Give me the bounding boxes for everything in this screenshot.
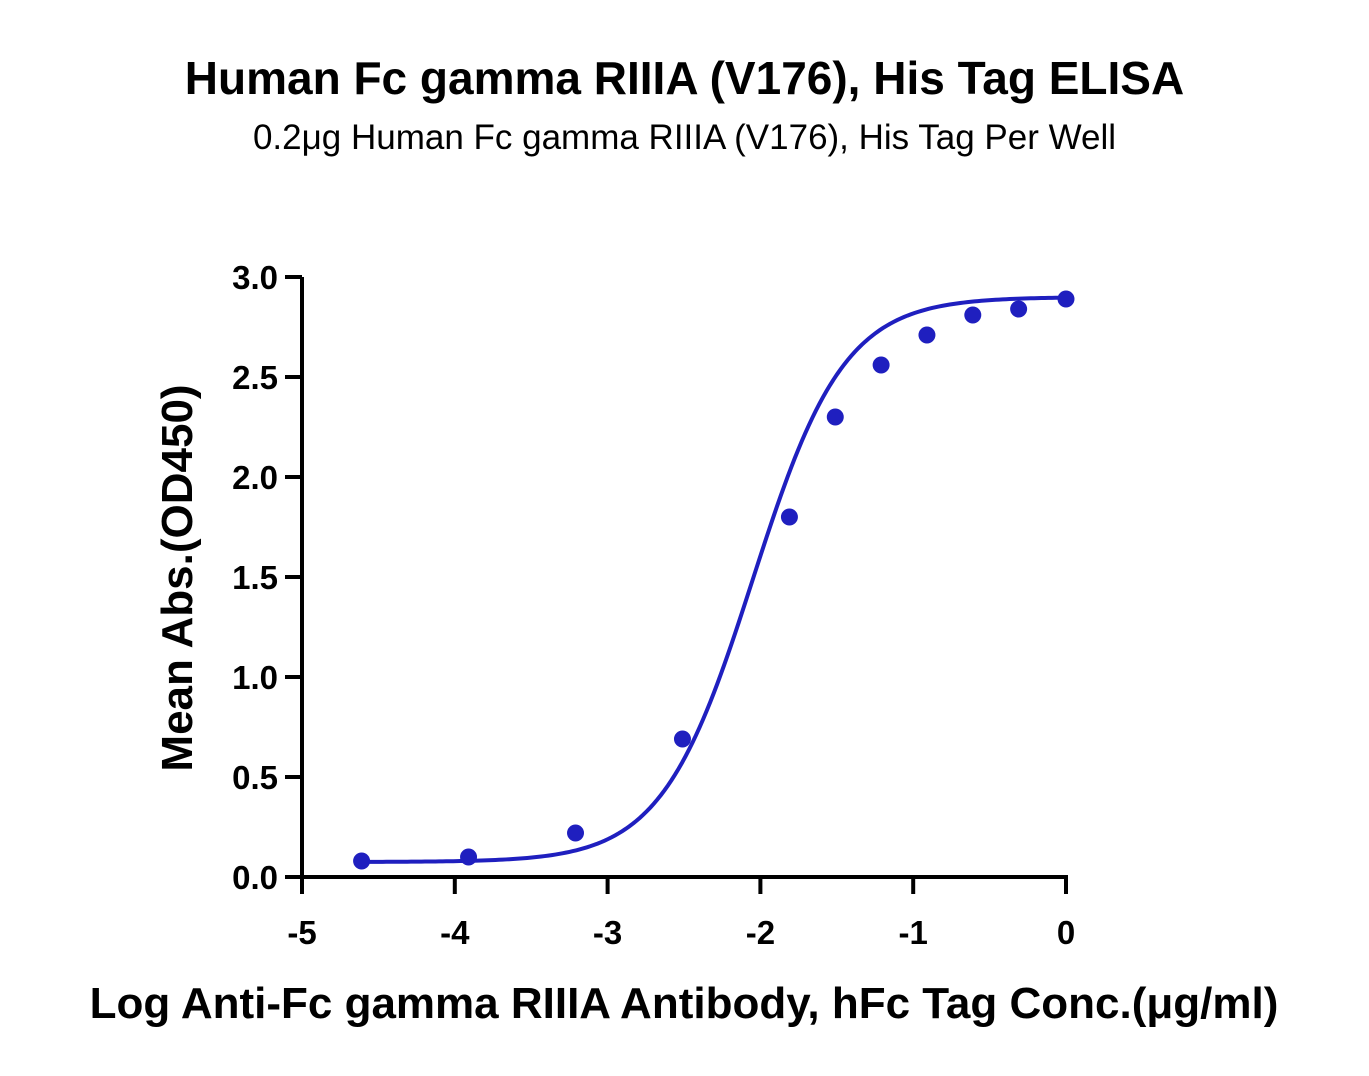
x-tick-label: -1 (899, 914, 928, 951)
x-tick-label: -5 (287, 914, 316, 951)
data-point (460, 848, 478, 866)
axes: 0.0 0.5 1.0 1.5 2.0 2.5 3.0 -5 -4 -3 -2 -1 0 (232, 259, 1075, 951)
data-point (918, 326, 936, 344)
data-point (872, 356, 890, 374)
x-tick-label: 0 (1057, 914, 1075, 951)
y-tick-label: 2.5 (232, 359, 278, 396)
data-point (964, 306, 982, 324)
y-axis-title: Mean Abs.(OD450) (153, 384, 202, 771)
x-tick-label: -4 (440, 914, 470, 951)
y-tick-label: 0.0 (232, 859, 278, 896)
data-point (1010, 300, 1028, 318)
data-point (1057, 290, 1075, 308)
x-tick-label: -3 (593, 914, 622, 951)
y-tick-label: 0.5 (232, 759, 278, 796)
data-point (353, 852, 371, 870)
x-axis-title: Log Anti-Fc gamma RIIIA Antibody, hFc Ta… (90, 979, 1279, 1028)
chart-title: Human Fc gamma RIIIA (V176), His Tag ELI… (184, 52, 1185, 104)
x-tick-label: -2 (746, 914, 775, 951)
data-point (673, 730, 691, 748)
y-tick-label: 1.0 (232, 659, 278, 696)
data-point (826, 408, 844, 426)
data-point (567, 824, 585, 842)
data-points-group (353, 290, 1075, 870)
fit-curve-group (361, 295, 1067, 864)
y-tick-label: 2.0 (232, 459, 278, 496)
chart-subtitle: 0.2μg Human Fc gamma RIIIA (V176), His T… (252, 118, 1117, 157)
y-tick-label: 1.5 (232, 559, 278, 596)
fit-curve (361, 295, 1067, 864)
data-point (780, 508, 798, 526)
y-tick-label: 3.0 (232, 259, 278, 296)
